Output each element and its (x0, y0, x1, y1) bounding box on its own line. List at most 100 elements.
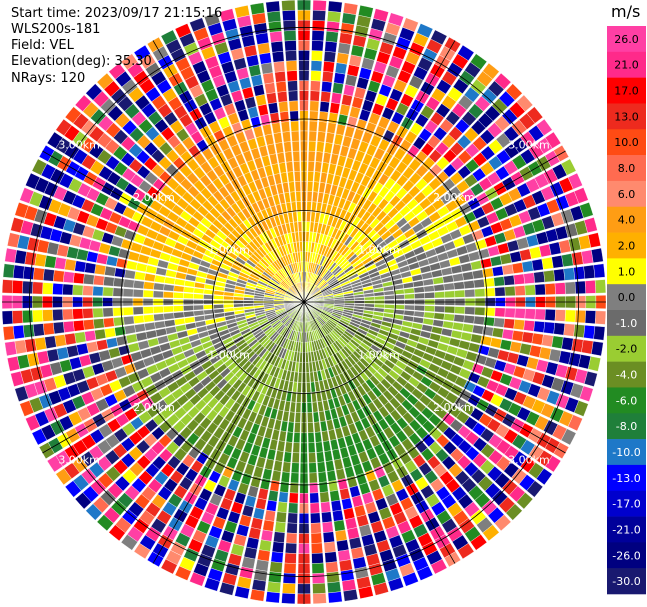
velocity-cell (574, 280, 586, 294)
velocity-cell (266, 448, 277, 461)
velocity-cell (421, 324, 433, 333)
velocity-cell (273, 132, 283, 144)
range-ring-label: 3.00km (58, 139, 100, 152)
velocity-cell (282, 572, 296, 584)
velocity-cell (579, 202, 594, 219)
velocity-cell (587, 356, 601, 372)
velocity-cell (276, 152, 286, 164)
velocity-cell (442, 274, 454, 284)
velocity-cell (316, 451, 325, 463)
velocity-cell (332, 509, 344, 522)
colorbar-tick-label: -30.0 (612, 575, 640, 588)
velocity-cell (257, 103, 269, 117)
station-label: WLS200s-181 (11, 22, 101, 37)
velocity-cell (333, 458, 344, 471)
velocity-cell (278, 491, 289, 503)
velocity-cell (322, 531, 335, 543)
velocity-cell (384, 295, 395, 300)
velocity-cell (284, 192, 291, 204)
velocity-cell (291, 452, 300, 464)
velocity-cell (297, 372, 303, 383)
velocity-cell (541, 256, 554, 270)
velocity-cell (413, 286, 425, 294)
velocity-cell (262, 468, 273, 481)
velocity-cell (102, 286, 114, 297)
velocity-cell (162, 305, 174, 313)
velocity-cell (333, 133, 344, 146)
velocity-cell (593, 325, 606, 341)
velocity-cell (416, 565, 434, 581)
velocity-cell (4, 341, 17, 357)
velocity-cell (164, 319, 176, 328)
velocity-cell (294, 422, 301, 433)
velocity-cell (174, 318, 186, 326)
velocity-cell (307, 422, 314, 433)
velocity-cell (262, 519, 275, 532)
velocity-cell (594, 310, 607, 325)
velocity-cell (403, 310, 415, 317)
velocity-cell (312, 181, 320, 193)
velocity-cell (544, 309, 556, 321)
velocity-cell (501, 264, 514, 276)
velocity-cell (326, 470, 337, 482)
velocity-cell (271, 429, 280, 441)
velocity-cell (155, 328, 168, 337)
velocity-cell (452, 322, 464, 331)
velocity-cell (288, 492, 299, 504)
velocity-cell (157, 335, 169, 345)
velocity-cell (260, 62, 274, 75)
velocity-cell (308, 462, 317, 474)
velocity-cell (285, 532, 298, 544)
velocity-cell (73, 320, 85, 332)
velocity-cell (433, 312, 445, 321)
velocity-cell (464, 289, 476, 298)
velocity-cell (413, 310, 425, 318)
velocity-cell (431, 269, 443, 278)
velocity-cell (305, 231, 310, 242)
velocity-cell (583, 325, 596, 340)
velocity-cell (223, 295, 234, 301)
velocity-cell (175, 271, 187, 280)
velocity-cell (257, 487, 269, 501)
velocity-cell (457, 44, 475, 61)
velocity-cell (460, 331, 473, 342)
velocity-cell (339, 446, 350, 459)
range-ring-label: 3.00km (508, 453, 550, 466)
velocity-cell (318, 182, 326, 194)
velocity-cell (184, 280, 196, 288)
velocity-cell (275, 142, 284, 154)
velocity-cell (255, 94, 267, 107)
velocity-cell (434, 305, 446, 313)
velocity-cell (307, 160, 315, 172)
velocity-cell (311, 562, 325, 574)
velocity-cell (536, 468, 553, 486)
velocity-cell (64, 258, 77, 272)
velocity-cell (383, 308, 395, 314)
velocity-cell (258, 539, 272, 552)
velocity-cell (434, 291, 446, 299)
velocity-cell (173, 305, 184, 312)
velocity-cell (309, 100, 320, 112)
velocity-cell (503, 275, 515, 286)
velocity-cell (288, 411, 296, 423)
velocity-cell (526, 106, 544, 124)
velocity-cell (123, 278, 135, 289)
velocity-cell (203, 304, 214, 310)
velocity-cell (472, 269, 484, 280)
velocity-cell (284, 151, 293, 163)
velocity-cell (287, 80, 298, 92)
velocity-cell (84, 262, 97, 274)
velocity-cell (513, 273, 525, 285)
velocity-cell (52, 283, 64, 295)
velocity-cell (343, 589, 359, 602)
velocity-cell (103, 276, 115, 287)
range-ring-label: 1.00km (208, 348, 250, 361)
velocity-cell (42, 282, 54, 295)
velocity-cell (493, 317, 505, 328)
velocity-cell (505, 503, 523, 521)
start-time-label: Start time: 2023/09/17 21:15:16 (11, 6, 223, 21)
velocity-cell (1, 310, 14, 325)
velocity-cell (503, 318, 515, 329)
velocity-cell (273, 531, 286, 543)
